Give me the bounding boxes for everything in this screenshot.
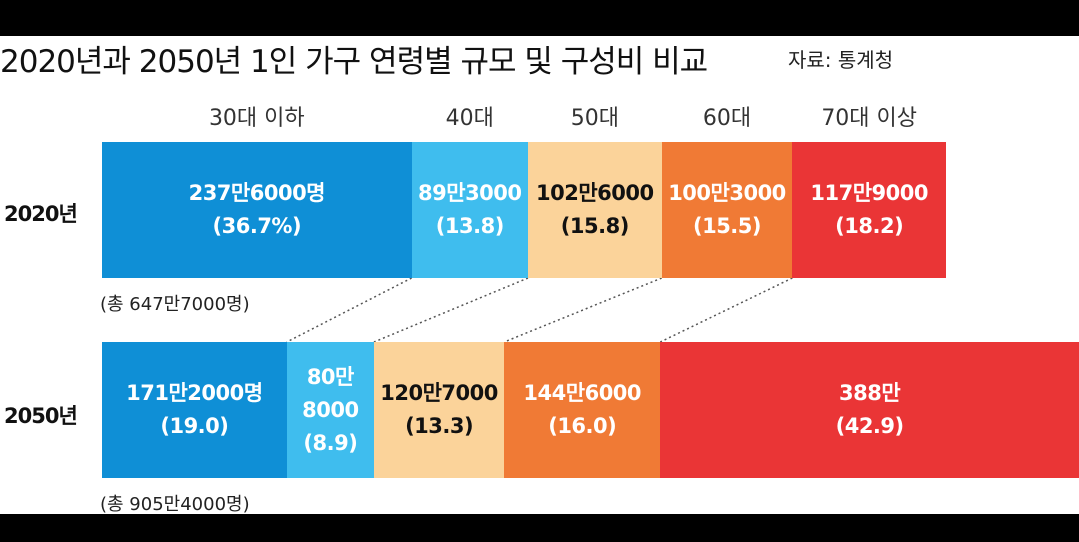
connector-lines: [286, 277, 793, 343]
bar-segment: 120만7000 (13.3): [373, 342, 505, 478]
chart-title: 2020년과 2050년 1인 가구 연령별 규모 및 구성비 비교: [0, 44, 708, 80]
value-label: 237만6000명: [188, 181, 326, 205]
category-label: 40대: [445, 106, 494, 131]
bar-segment: 89만3000 (13.8): [411, 142, 528, 278]
connector-line: [286, 277, 412, 343]
value-label: 120만7000: [380, 381, 498, 405]
percent-label: (13.8): [435, 214, 505, 238]
value-label: 388만: [839, 381, 901, 405]
bar-segment: 80만 8000 (8.9): [286, 342, 374, 478]
value-label: 102만6000: [536, 181, 654, 205]
value-label: 8000: [302, 397, 359, 422]
value-label: 117만9000: [810, 181, 928, 205]
bar-segment: 117만9000 (18.2): [792, 142, 946, 278]
category-label: 70대 이상: [821, 106, 918, 131]
category-label: 60대: [702, 106, 752, 131]
total-label: (총 905만4000명): [100, 494, 250, 514]
value-label: 100만3000: [668, 181, 786, 205]
category-label: 50대: [570, 106, 619, 131]
bar-segment: 102만6000 (15.8): [527, 142, 662, 278]
row-label: 2020년: [4, 202, 78, 226]
value-label: 80만: [306, 364, 355, 389]
value-label: 89만3000: [418, 181, 522, 205]
value-label: 144만6000: [523, 381, 642, 405]
bar-segment: 388만 (42.9): [660, 342, 1079, 478]
connector-line: [659, 277, 793, 343]
percent-label: (36.7%): [212, 214, 302, 238]
connector-line: [503, 277, 662, 343]
category-label: 30대 이하: [208, 106, 305, 131]
percent-label: (19.0): [160, 414, 229, 438]
percent-label: (13.3): [405, 414, 474, 438]
total-label: (총 647만7000명): [100, 294, 250, 315]
percent-label: (18.2): [835, 214, 904, 238]
percent-label: (16.0): [548, 414, 617, 438]
bar-segment: 100만3000 (15.5): [661, 142, 793, 278]
chart-panel: 2020년과 2050년 1인 가구 연령별 규모 및 구성비 비교 자료: 통…: [0, 36, 1079, 514]
row-label: 2050년: [4, 404, 78, 428]
value-label: 171만2000명: [126, 381, 263, 405]
bar-segment: 237만6000명 (36.7%): [102, 142, 412, 278]
percent-label: (15.8): [560, 214, 630, 238]
percent-label: (42.9): [835, 414, 905, 438]
bar-segment: 171만2000명 (19.0): [102, 342, 287, 478]
percent-label: (8.9): [303, 430, 358, 455]
source-note: 자료: 통계청: [788, 48, 894, 72]
bar-segment: 144만6000 (16.0): [504, 342, 661, 478]
percent-label: (15.5): [692, 214, 762, 238]
connector-line: [373, 277, 529, 343]
